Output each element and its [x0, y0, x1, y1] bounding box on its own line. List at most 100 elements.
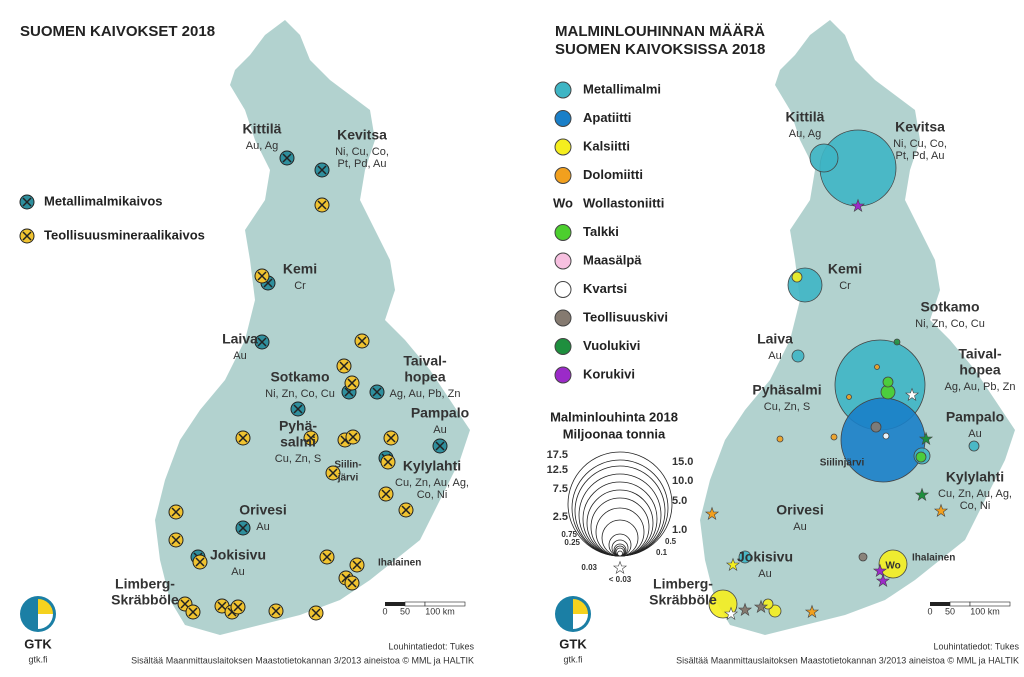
scale-label: 100 km	[425, 606, 455, 616]
size-legend-label: 15.0	[672, 456, 693, 468]
place-name: Siilinjärvi	[820, 458, 865, 469]
place-name: Kevitsa	[337, 127, 387, 143]
small-production-star	[875, 573, 891, 588]
place-minerals: Au, Ag	[789, 128, 821, 140]
place-minerals: Au	[256, 521, 269, 533]
legend-label: Metallimalmikaivos	[44, 193, 163, 208]
scale-label: 100 km	[970, 606, 1000, 616]
production-circle	[870, 421, 882, 433]
size-legend-circle	[567, 451, 673, 557]
size-legend-circle	[582, 481, 658, 557]
size-legend-label: 0.75	[561, 530, 577, 539]
place-name: Pyhäsalmi	[752, 382, 821, 398]
marker-cross	[311, 608, 321, 618]
small-production-star	[753, 599, 769, 614]
place-name: Orivesi	[776, 502, 823, 518]
legend-label: Talkki	[583, 224, 619, 239]
size-legend-label: 17.5	[547, 449, 568, 461]
legend-label: Kalsiitti	[583, 138, 630, 153]
production-circle	[846, 394, 852, 400]
marker-cross	[352, 560, 362, 570]
logo	[573, 614, 588, 629]
size-legend-label: 0.03	[581, 563, 597, 572]
marker-cross	[293, 404, 303, 414]
legend-label: Metallimalmi	[583, 81, 661, 96]
place-name: salmi	[280, 434, 316, 450]
legend-label: Teollisuuskivi	[583, 309, 668, 324]
marker-cross	[306, 433, 316, 443]
place-name: Laiva	[222, 331, 258, 347]
size-legend-label: 0.5	[665, 537, 677, 546]
size-legend-label: 0.1	[656, 548, 668, 557]
scale-label: 50	[945, 606, 955, 616]
place-minerals: Au	[768, 350, 781, 362]
size-legend-circle	[615, 547, 625, 557]
place-minerals: Cr	[294, 280, 306, 292]
place-minerals: Ni, Cu, Co,	[335, 146, 389, 158]
legend-symbol	[554, 338, 572, 355]
production-circle	[738, 550, 752, 564]
size-legend-label: 12.5	[547, 464, 568, 476]
place-name: Sotkamo	[920, 299, 979, 315]
production-circle	[882, 376, 894, 388]
legend-label: Maasälpä	[583, 252, 642, 267]
legend-label: Vuolukivi	[583, 338, 640, 353]
place-name: hopea	[959, 362, 1000, 378]
credit: Sisältää Maanmittauslaitoksen Maastotiet…	[131, 655, 474, 665]
place-minerals: Co, Ni	[417, 489, 448, 501]
legend-label: Wollastoniitti	[583, 195, 664, 210]
place-minerals: Cr	[839, 280, 851, 292]
scale-label: 0	[927, 606, 932, 616]
marker-cross	[171, 535, 181, 545]
size-legend-label: 7.5	[553, 483, 568, 495]
legend-symbol: Wo	[553, 195, 573, 210]
size-legend-label: 2.5	[553, 511, 568, 523]
legend-symbol	[554, 167, 572, 184]
small-production-star	[723, 606, 739, 621]
size-legend-circle	[601, 519, 639, 557]
marker-cross	[383, 457, 393, 467]
marker-cross	[347, 378, 357, 388]
finland-left	[155, 20, 470, 635]
production-circle	[882, 432, 890, 440]
small-production-star	[933, 503, 949, 518]
legend-symbol	[554, 224, 572, 241]
marker-cross	[257, 271, 267, 281]
production-circle	[776, 435, 784, 443]
place-name: Pampalo	[946, 409, 1004, 425]
marker-cross	[271, 606, 281, 616]
small-production-star	[704, 506, 720, 521]
size-legend-title: Malminlouhinta 2018	[550, 409, 678, 424]
marker-cross	[317, 200, 327, 210]
size-legend-title: Miljoonaa tonnia	[563, 426, 666, 441]
production-circle	[762, 598, 774, 610]
marker-cross	[171, 507, 181, 517]
production-circle	[893, 338, 901, 346]
production-circle	[791, 271, 803, 283]
place-name: Limberg-	[653, 576, 713, 592]
marker-cross	[217, 601, 227, 611]
marker-cross	[195, 557, 205, 567]
title: SUOMEN KAIVOKSISSA 2018	[555, 41, 765, 58]
place-name: Kylylahti	[403, 458, 461, 474]
place-minerals: Ni, Zn, Co, Cu	[265, 388, 335, 400]
legend-label: Korukivi	[583, 366, 635, 381]
place-name: Orivesi	[239, 502, 286, 518]
size-legend-label: 0.25	[564, 538, 580, 547]
logo	[38, 599, 53, 614]
logo-url: gtk.fi	[563, 654, 582, 664]
credit: Sisältää Maanmittauslaitoksen Maastotiet…	[676, 655, 1019, 665]
marker-cross	[22, 197, 32, 207]
small-production-star	[850, 198, 866, 213]
small-production-star	[725, 557, 741, 572]
place-name: järvi	[337, 473, 359, 484]
marker-cross	[348, 432, 358, 442]
scale-bar	[424, 601, 466, 607]
legend-symbol	[554, 309, 572, 327]
marker-cross	[347, 578, 357, 588]
size-legend-circle	[590, 497, 650, 557]
wo-symbol: Wo	[885, 561, 900, 572]
size-legend-label: 10.0	[672, 475, 693, 487]
logo	[573, 599, 588, 614]
